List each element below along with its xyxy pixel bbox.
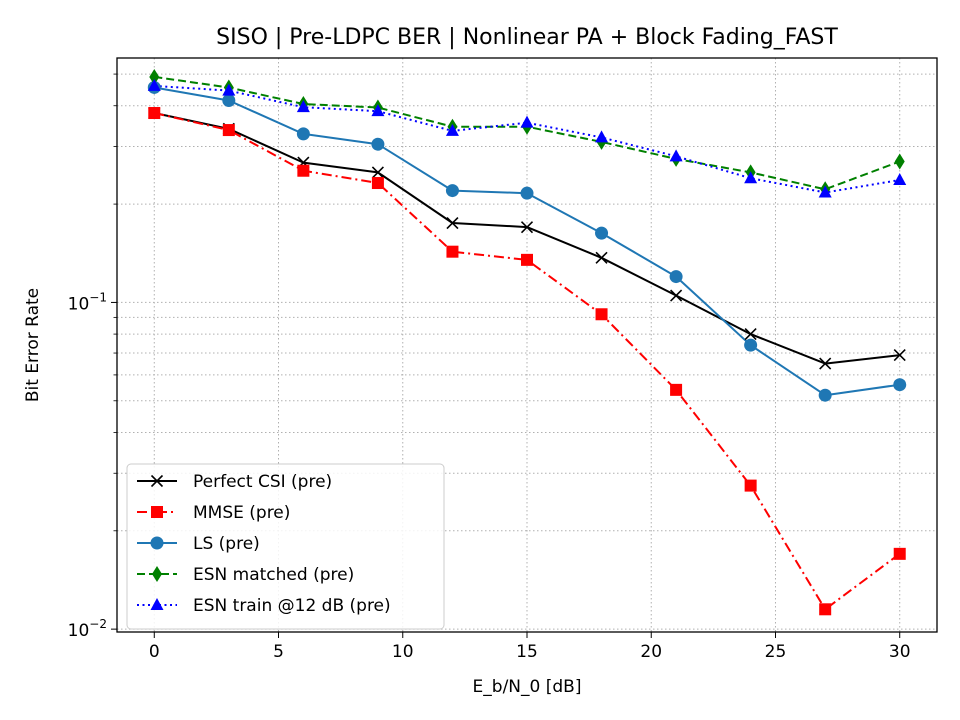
data-point-s4-8 [744, 171, 758, 184]
data-point-s1-1 [222, 124, 235, 137]
data-point-s3-0 [149, 68, 160, 85]
data-point-s4-7 [669, 149, 683, 162]
y-tick-label-base: 10 [68, 294, 90, 314]
data-point-s4-3 [371, 104, 385, 117]
x-tick-label: 25 [765, 642, 787, 662]
data-point-s2-6 [595, 226, 609, 240]
y-tick-label-exponent: −1 [89, 290, 107, 304]
data-point-s1-6 [595, 308, 608, 321]
data-point-s2-7 [669, 270, 683, 284]
legend-marker-2 [150, 536, 164, 550]
x-tick-label: 30 [889, 642, 911, 662]
legend-marker-4 [150, 598, 164, 610]
data-point-s0-4 [446, 216, 459, 230]
data-point-s2-8 [744, 338, 758, 352]
data-point-s4-1 [222, 83, 236, 96]
data-point-s0-9 [819, 357, 832, 370]
legend-entry-2: LS (pre) [193, 534, 260, 554]
data-point-s2-2 [296, 127, 310, 141]
y-tick-label-exponent: −2 [89, 617, 107, 631]
legend: Perfect CSI (pre) MMSE (pre) LS (pre) ESN m… [126, 463, 445, 630]
x-tick-label: 10 [392, 642, 414, 662]
series-markers [147, 68, 907, 616]
chart-title: SISO | Pre-LDPC BER | Nonlinear PA + Blo… [216, 25, 838, 50]
data-point-s1-8 [744, 479, 757, 492]
data-point-s3-10 [894, 153, 905, 170]
data-point-s0-5 [520, 221, 534, 234]
x-tick-label: 5 [273, 642, 284, 662]
data-point-s2-4 [445, 184, 459, 198]
data-point-s1-2 [297, 164, 310, 177]
y-tick-label: 10−2 [68, 617, 107, 641]
data-point-s1-9 [819, 603, 832, 616]
legend-marker-1 [151, 506, 163, 518]
data-point-s4-2 [296, 100, 310, 113]
data-point-s2-5 [520, 186, 534, 200]
data-point-s1-0 [148, 107, 161, 120]
x-tick-label: 15 [516, 642, 538, 662]
data-point-s2-1 [222, 94, 236, 108]
data-point-s4-10 [893, 173, 907, 186]
data-point-s1-4 [446, 245, 459, 258]
legend-entry-3: ESN matched (pre) [193, 565, 354, 585]
data-point-s4-5 [520, 115, 534, 128]
x-tick-label: 20 [640, 642, 662, 662]
legend-entry-4: ESN train @12 dB (pre) [193, 596, 391, 616]
x-axis-label: E_b/N_0 [dB] [473, 677, 582, 697]
data-point-s0-8 [744, 328, 757, 341]
legend-marker-0 [150, 474, 164, 488]
data-point-s4-4 [445, 123, 459, 136]
legend-marker-3 [152, 566, 162, 582]
data-point-s1-3 [371, 177, 384, 190]
data-point-s1-5 [521, 253, 533, 266]
data-point-s0-3 [371, 166, 384, 179]
legend-entry-0: Perfect CSI (pre) [193, 472, 332, 492]
data-point-s4-6 [595, 130, 609, 143]
data-point-s0-10 [893, 349, 906, 362]
y-axis-label: Bit Error Rate [23, 288, 43, 402]
data-point-s0-6 [595, 251, 608, 264]
data-point-s0-7 [670, 289, 683, 302]
data-point-s4-9 [818, 185, 832, 198]
data-point-s4-0 [147, 78, 161, 91]
data-point-s2-3 [371, 137, 385, 151]
series-line-4 [154, 84, 900, 194]
data-point-s1-10 [893, 547, 906, 560]
legend-entry-1: MMSE (pre) [193, 503, 290, 523]
data-point-s1-7 [670, 383, 683, 396]
y-tick-label: 10−1 [68, 290, 107, 314]
data-point-s2-10 [893, 378, 907, 392]
legend-box [126, 463, 445, 630]
x-tick-label: 0 [149, 642, 160, 662]
y-tick-label-base: 10 [68, 621, 90, 641]
data-point-s2-9 [818, 388, 832, 402]
series-line-1 [154, 112, 901, 611]
